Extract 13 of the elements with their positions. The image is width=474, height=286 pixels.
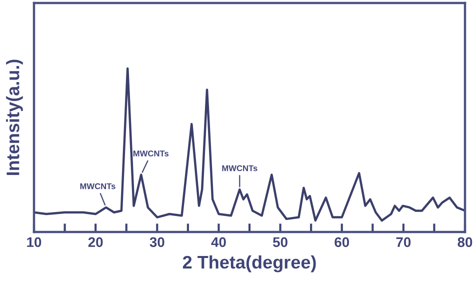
- x-tick-label: 40: [211, 237, 226, 248]
- x-tick-label: 20: [88, 237, 103, 248]
- x-tick-label: 30: [150, 237, 164, 248]
- y-axis-title: Intensity(a.u.): [6, 60, 23, 175]
- x-tick-label: 10: [27, 237, 42, 248]
- x-tick-label: 60: [334, 237, 350, 248]
- annotation: MWCNTs: [133, 150, 168, 156]
- annotation: MWCNTs: [222, 165, 258, 172]
- x-tick-label: 70: [396, 237, 411, 248]
- annotation: MWCNTs: [80, 183, 116, 190]
- x-axis-title: 2 Theta(degree): [182, 255, 316, 272]
- x-tick-label: 50: [272, 237, 288, 248]
- x-tick-label: 80: [458, 237, 472, 248]
